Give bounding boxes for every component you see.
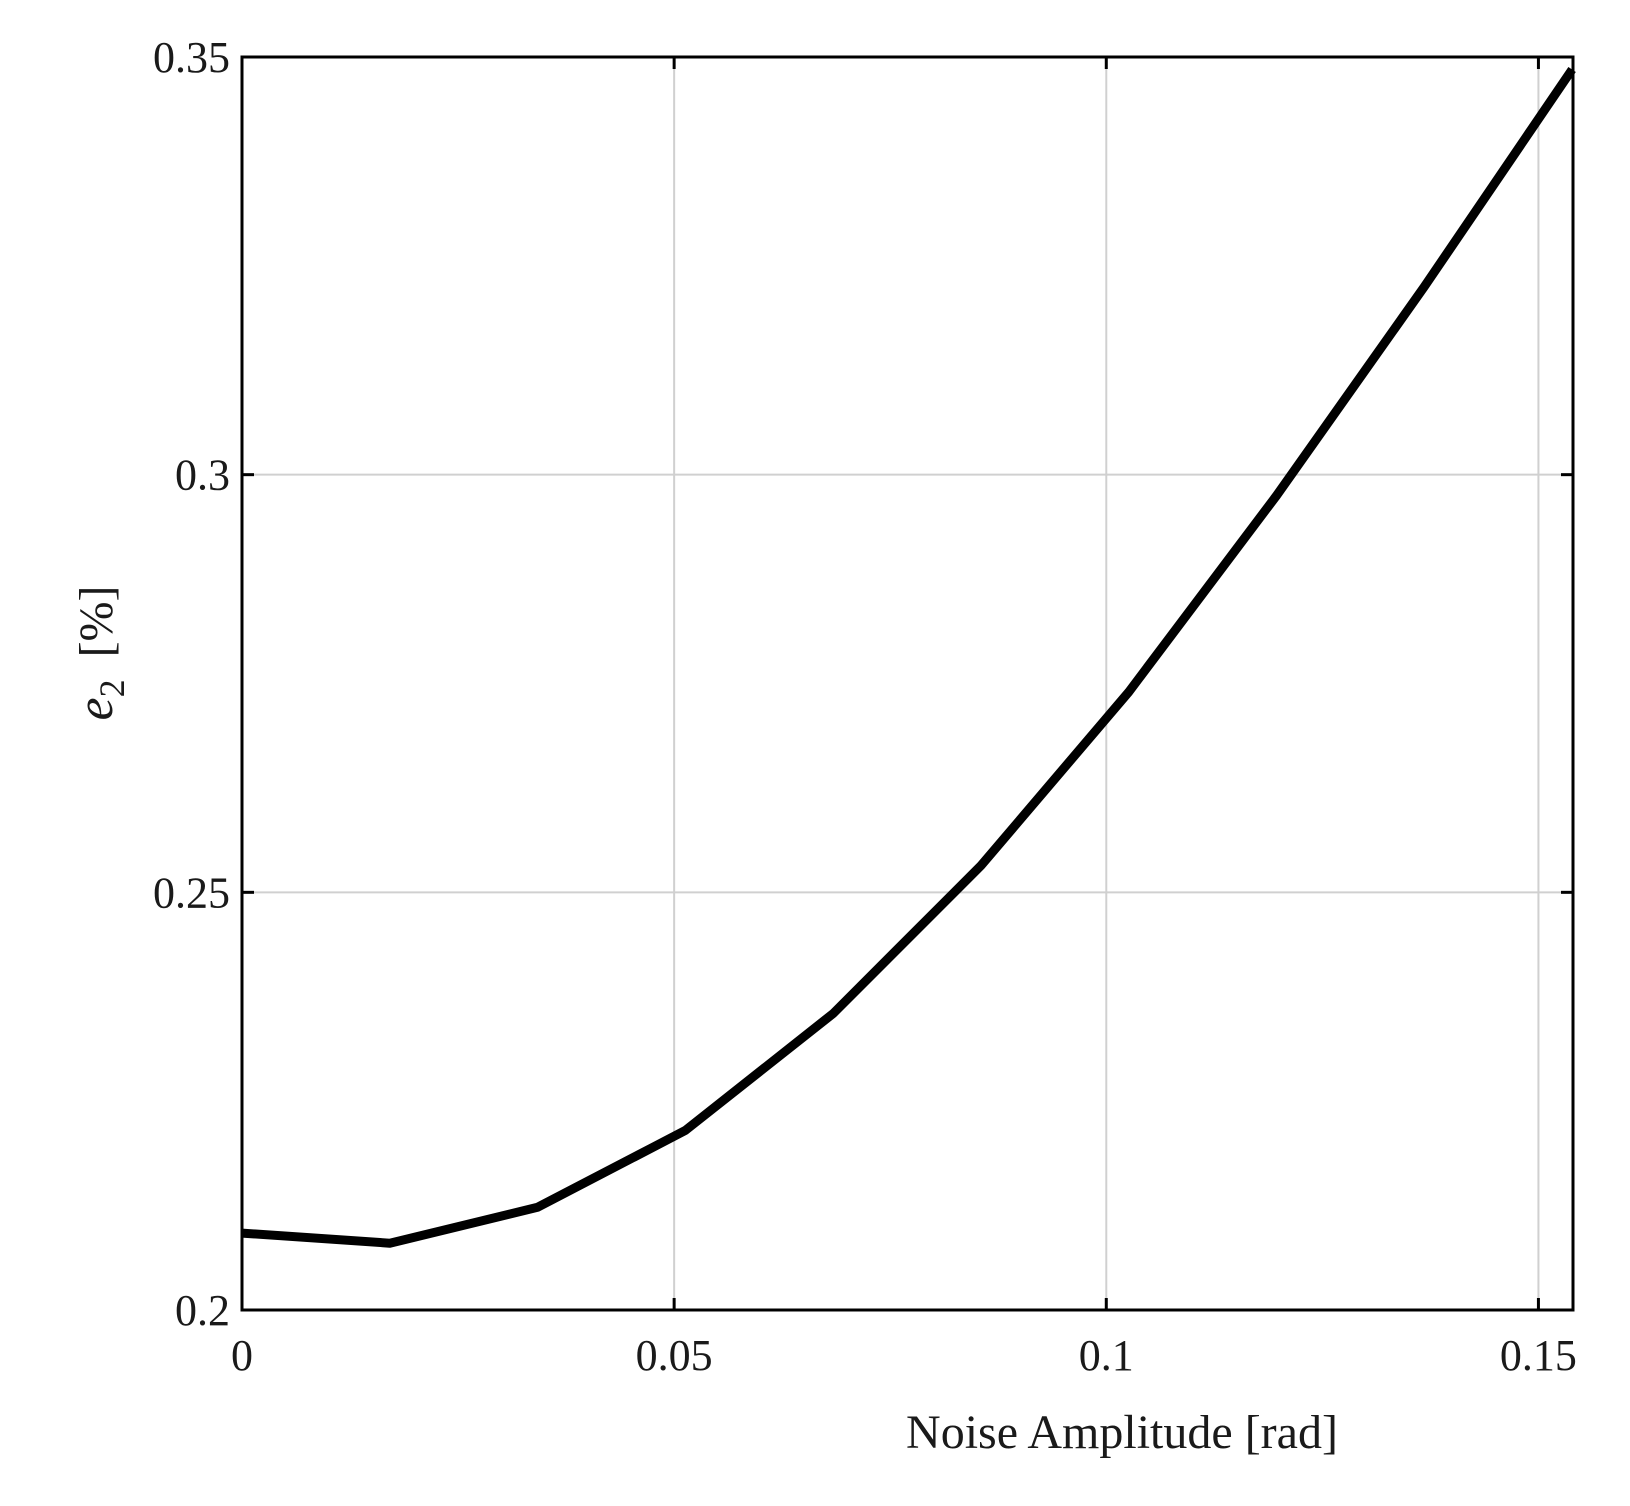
y-tick-label: 0.3: [175, 451, 230, 500]
x-tick-label: 0.1: [1079, 1331, 1134, 1380]
y-tick-label: 0.35: [153, 33, 230, 82]
x-tick-label: 0: [231, 1331, 253, 1380]
y-axis-label-subscript: 2: [92, 679, 132, 697]
x-tick-labels: 0 0.05 0.1 0.15: [231, 1331, 1577, 1380]
y-tick-label: 0.25: [153, 868, 230, 917]
y-axis-label-symbol: e: [67, 697, 124, 720]
y-tick-label: 0.2: [175, 1286, 230, 1335]
y-axis-label: e2 [%]: [67, 585, 132, 720]
plot-frame: [240, 55, 1575, 1312]
x-tick-label: 0.05: [636, 1331, 713, 1380]
y-tick-labels: 0.2 0.25 0.3 0.35: [153, 33, 230, 1335]
data-series: [241, 66, 1576, 1248]
x-tick-label: 0.15: [1500, 1331, 1577, 1380]
x-axis-label: Noise Amplitude [rad]: [906, 1406, 1338, 1459]
axis-ticks: [240, 55, 1573, 1312]
y-axis-label-text: e2 [%]: [67, 585, 132, 720]
y-axis-label-unit: [%]: [70, 585, 123, 657]
series-line: [241, 66, 1576, 1248]
grid-lines: [242, 57, 1573, 1310]
